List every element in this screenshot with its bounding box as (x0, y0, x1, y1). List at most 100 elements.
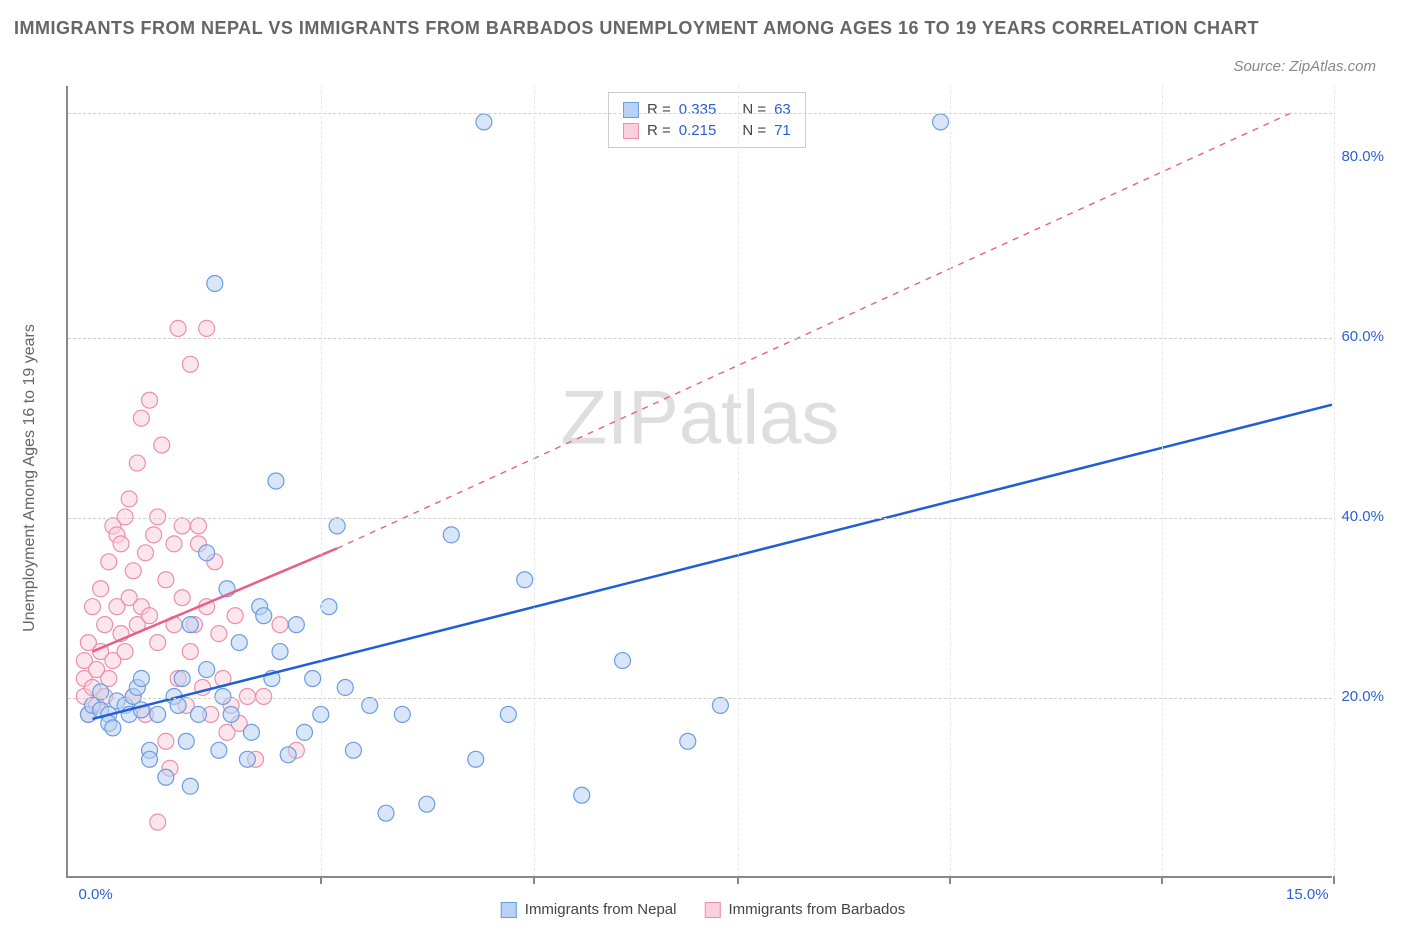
scatter-point-barbados (182, 356, 198, 372)
scatter-point-nepal (105, 720, 121, 736)
scatter-point-nepal (199, 662, 215, 678)
scatter-point-barbados (166, 536, 182, 552)
legend-r-label: R = (647, 122, 671, 139)
scatter-point-barbados (158, 733, 174, 749)
plot-area: ZIPatlas R =0.335N =63R =0.215N =71 (66, 86, 1332, 878)
scatter-point-nepal (468, 751, 484, 767)
x-tick-mark (1333, 876, 1335, 884)
scatter-point-barbados (101, 554, 117, 570)
scatter-point-barbados (190, 518, 206, 534)
scatter-point-barbados (154, 437, 170, 453)
x-tick-mark (737, 876, 739, 884)
scatter-point-barbados (227, 608, 243, 624)
x-tick-mark (1161, 876, 1163, 884)
scatter-point-barbados (174, 518, 190, 534)
legend-r-label: R = (647, 101, 671, 118)
scatter-point-barbados (239, 688, 255, 704)
scatter-point-barbados (117, 644, 133, 660)
scatter-point-nepal (178, 733, 194, 749)
scatter-point-nepal (272, 644, 288, 660)
scatter-point-nepal (239, 751, 255, 767)
legend-swatch (501, 902, 517, 918)
scatter-point-nepal (256, 608, 272, 624)
gridline-v (321, 86, 322, 876)
scatter-point-nepal (199, 545, 215, 561)
gridline-v (534, 86, 535, 876)
chart-container: Unemployment Among Ages 16 to 19 years Z… (14, 78, 1392, 920)
y-tick-label: 60.0% (1341, 328, 1384, 345)
gridline-h (68, 113, 1332, 114)
scatter-point-nepal (150, 706, 166, 722)
scatter-point-nepal (500, 706, 516, 722)
scatter-point-nepal (211, 742, 227, 758)
y-tick-label: 20.0% (1341, 688, 1384, 705)
scatter-point-nepal (190, 706, 206, 722)
legend-series-label: Immigrants from Barbados (728, 901, 905, 918)
scatter-point-nepal (280, 747, 296, 763)
gridline-h (68, 338, 1332, 339)
scatter-point-nepal (345, 742, 361, 758)
scatter-point-nepal (476, 114, 492, 130)
scatter-point-barbados (211, 626, 227, 642)
scatter-point-barbados (142, 392, 158, 408)
scatter-point-barbados (133, 410, 149, 426)
gridline-h (68, 698, 1332, 699)
scatter-point-barbados (121, 491, 137, 507)
scatter-point-barbados (84, 599, 100, 615)
scatter-point-barbados (97, 617, 113, 633)
scatter-point-nepal (615, 653, 631, 669)
scatter-point-nepal (329, 518, 345, 534)
scatter-point-nepal (337, 679, 353, 695)
x-tick-mark (949, 876, 951, 884)
scatter-point-nepal (142, 751, 158, 767)
legend-n-value: 71 (774, 122, 791, 139)
x-tick-label: 0.0% (79, 886, 113, 903)
scatter-point-barbados (174, 590, 190, 606)
y-tick-label: 80.0% (1341, 148, 1384, 165)
legend-swatch (704, 902, 720, 918)
scatter-point-nepal (288, 617, 304, 633)
scatter-point-nepal (297, 724, 313, 740)
scatter-point-nepal (305, 671, 321, 687)
scatter-point-nepal (182, 778, 198, 794)
scatter-point-nepal (207, 276, 223, 292)
scatter-point-nepal (517, 572, 533, 588)
scatter-point-nepal (158, 769, 174, 785)
scatter-point-nepal (215, 688, 231, 704)
scatter-point-nepal (182, 617, 198, 633)
chart-title: IMMIGRANTS FROM NEPAL VS IMMIGRANTS FROM… (14, 14, 1392, 43)
legend-stats-row: R = 0.215 N = 71 (623, 120, 791, 141)
trendline-nepal (92, 405, 1332, 719)
legend-r-value: 0.335 (679, 101, 717, 118)
y-tick-label: 40.0% (1341, 508, 1384, 525)
scatter-svg (68, 86, 1332, 876)
trendline-barbados-dashed (337, 113, 1291, 548)
legend-n-label: N = (742, 122, 766, 139)
y-axis-label: Unemployment Among Ages 16 to 19 years (21, 324, 39, 632)
gridline-v (1334, 86, 1335, 876)
gridline-v (1162, 86, 1163, 876)
x-tick-label: 15.0% (1286, 886, 1329, 903)
legend-stats: R =0.335N =63R =0.215N =71 (608, 92, 806, 148)
scatter-point-nepal (231, 635, 247, 651)
scatter-point-nepal (378, 805, 394, 821)
scatter-point-barbados (113, 536, 129, 552)
scatter-point-barbados (150, 814, 166, 830)
scatter-point-nepal (680, 733, 696, 749)
legend-swatch (623, 123, 639, 139)
scatter-point-barbados (272, 617, 288, 633)
scatter-point-barbados (125, 563, 141, 579)
scatter-point-barbados (93, 581, 109, 597)
legend-n-label: N = (742, 101, 766, 118)
legend-stats-row: R =0.335N =63 (623, 99, 791, 120)
scatter-point-barbados (199, 320, 215, 336)
gridline-v (738, 86, 739, 876)
scatter-point-barbados (170, 320, 186, 336)
legend-swatch (623, 102, 639, 118)
scatter-point-nepal (933, 114, 949, 130)
scatter-point-barbados (256, 688, 272, 704)
legend-r-value: 0.215 (679, 122, 717, 139)
gridline-v (950, 86, 951, 876)
scatter-point-nepal (574, 787, 590, 803)
scatter-point-nepal (243, 724, 259, 740)
